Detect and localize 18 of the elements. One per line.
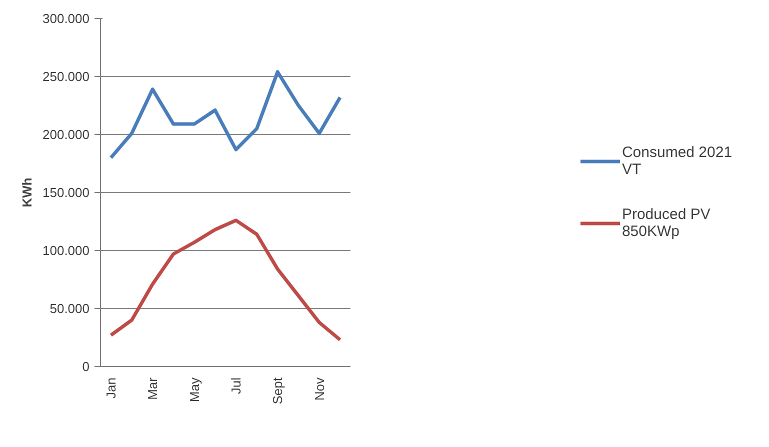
legend-label: Produced PV 850KWp bbox=[622, 206, 710, 240]
x-tick-label: Mar bbox=[145, 376, 160, 400]
x-tick-label: Nov bbox=[312, 377, 327, 401]
x-tick-label: May bbox=[186, 377, 202, 402]
y-tick-label: 200.000 bbox=[42, 127, 90, 142]
x-tick-label: Jul bbox=[228, 377, 244, 394]
legend-label: Consumed 2021 VT bbox=[622, 144, 732, 178]
y-tick-label: 250.000 bbox=[42, 69, 90, 84]
y-tick-label: 0 bbox=[82, 359, 90, 374]
x-tick-label: Jan bbox=[103, 377, 118, 398]
y-tick-label: 50.000 bbox=[50, 301, 90, 316]
x-tick-label: Sept bbox=[270, 377, 286, 404]
y-tick-label: 150.000 bbox=[42, 185, 90, 200]
y-tick-label: 300.000 bbox=[42, 11, 90, 26]
line-series bbox=[109, 70, 342, 160]
y-tick-label: 100.000 bbox=[42, 243, 90, 258]
y-axis-title: KWh bbox=[20, 178, 35, 208]
line-series bbox=[109, 218, 342, 342]
